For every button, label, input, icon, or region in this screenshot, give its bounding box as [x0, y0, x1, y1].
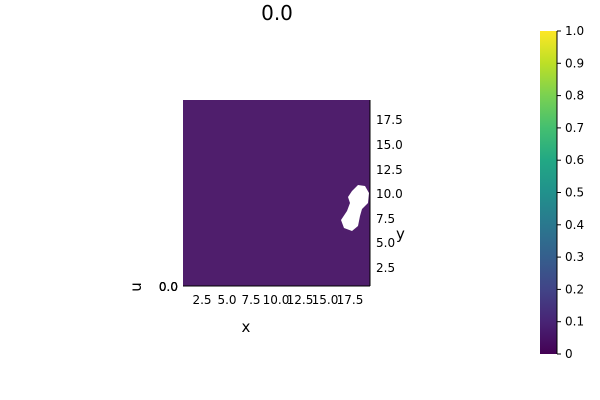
colorbar-ticks: 0 0.1 0.2 0.3 0.4 0.5 0.6 0.7 0.8 0.9 1.0 — [557, 24, 584, 361]
x-tick-label: 5.0 — [217, 293, 236, 307]
x-tick-label: 2.5 — [192, 293, 211, 307]
y-tick-label: 15.0 — [376, 138, 403, 152]
colorbar-tick-label: 0.5 — [565, 186, 584, 200]
colorbar-tick-label: 0.2 — [565, 282, 584, 296]
colorbar-tick-label: 0.7 — [565, 121, 584, 135]
z-ticks: 0.0 0.0 0.0 0.0 — [159, 280, 178, 294]
y-tick-label: 12.5 — [376, 163, 403, 177]
colorbar-tick-label: 1.0 — [565, 24, 584, 38]
chart-title: 0.0 — [261, 1, 293, 25]
heatmap-field — [183, 100, 370, 286]
y-tick-label: 2.5 — [376, 261, 395, 275]
x-tick-label: 12.5 — [287, 293, 314, 307]
y-ticks: 2.5 5.0 7.5 10.0 12.5 15.0 17.5 — [376, 113, 403, 275]
y-tick-label: 7.5 — [376, 212, 395, 226]
y-tick-label: 5.0 — [376, 236, 395, 250]
y-axis-label: y — [396, 225, 405, 243]
colorbar — [540, 31, 557, 354]
missing-region — [341, 185, 369, 231]
z-axis-label: u — [127, 282, 145, 292]
colorbar-tick-label: 0.4 — [565, 218, 584, 232]
y-tick-label: 10.0 — [376, 187, 403, 201]
z-tick-label: 0.0 — [159, 280, 178, 294]
z-tick-label: 0.0 — [159, 280, 178, 294]
z-tick-label: 0.0 — [159, 280, 178, 294]
x-tick-label: 17.5 — [337, 293, 364, 307]
z-tick-label: 0.0 — [159, 280, 178, 294]
x-ticks: 2.5 5.0 7.5 10.0 12.5 15.0 17.5 — [192, 293, 363, 307]
colorbar-tick-label: 0.9 — [565, 56, 584, 70]
colorbar-tick-label: 0.8 — [565, 89, 584, 103]
x-tick-label: 7.5 — [241, 293, 260, 307]
colorbar-tick-label: 0.1 — [565, 315, 584, 329]
x-tick-label: 15.0 — [312, 293, 339, 307]
colorbar-tick-label: 0 — [565, 347, 573, 361]
colorbar-tick-label: 0.6 — [565, 153, 584, 167]
colorbar-tick-label: 0.3 — [565, 250, 584, 264]
x-axis-label: x — [242, 318, 251, 336]
y-tick-label: 17.5 — [376, 113, 403, 127]
x-tick-label: 10.0 — [263, 293, 290, 307]
